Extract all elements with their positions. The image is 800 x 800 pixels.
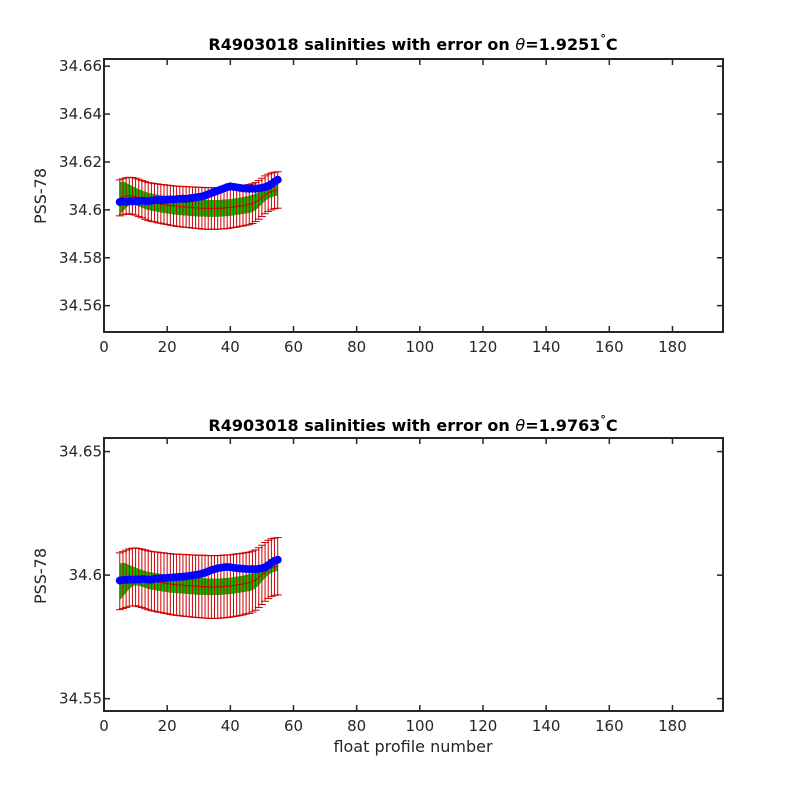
chart-bottom-x-tick-label: 40 bbox=[221, 717, 240, 735]
chart-bottom-title-prefix: R4903018 salinities with error on bbox=[208, 416, 515, 435]
chart-bottom-title-unit: C bbox=[606, 416, 618, 435]
chart-top-plot-area: 0 20 40 60 80 100 120 140 160 180 34.56 34.58 34.6 34… bbox=[59, 57, 724, 356]
chart-top-x-tick-label: 160 bbox=[595, 338, 624, 356]
chart-bottom-y-tick-label: 34.6 bbox=[69, 566, 102, 584]
chart-top-x-tick-label: 40 bbox=[221, 338, 240, 356]
chart-top-y-tick-label: 34.62 bbox=[59, 153, 102, 171]
chart-top-x-tick-label: 120 bbox=[469, 338, 498, 356]
chart-top-mapped-point bbox=[273, 175, 282, 184]
chart-bottom-x-tick-label: 100 bbox=[405, 717, 434, 735]
chart-top-x-tick-label: 80 bbox=[347, 338, 366, 356]
chart-bottom-title-theta: θ bbox=[515, 416, 525, 435]
chart-bottom-x-tick-label: 0 bbox=[99, 717, 109, 735]
chart-top-x-tick-label: 60 bbox=[284, 338, 303, 356]
chart-top: R4903018 salinities with error on θ=1.92… bbox=[31, 32, 724, 356]
chart-bottom-x-tick-label: 180 bbox=[658, 717, 687, 735]
chart-top-y-tick-label: 34.66 bbox=[59, 57, 102, 75]
chart-bottom-x-tick-label: 160 bbox=[595, 717, 624, 735]
chart-bottom-xlabel: float profile number bbox=[333, 737, 493, 756]
chart-top-x-tick-label: 0 bbox=[99, 338, 109, 356]
chart-top-x-tick-label: 100 bbox=[405, 338, 434, 356]
chart-bottom-x-tick-label: 20 bbox=[158, 717, 177, 735]
chart-bottom-x-tick-label: 80 bbox=[347, 717, 366, 735]
chart-bottom-plot-area: 0 20 40 60 80 100 120 140 160 180 34.55 34.6 34.65 bbox=[59, 437, 724, 735]
chart-top-x-tick-label: 140 bbox=[532, 338, 561, 356]
chart-bottom-x-tick-label: 140 bbox=[532, 717, 561, 735]
chart-bottom-y-tick-label: 34.65 bbox=[59, 443, 102, 461]
chart-top-title-theta: θ bbox=[515, 35, 525, 54]
chart-top-title-prefix: R4903018 salinities with error on bbox=[208, 35, 515, 54]
chart-bottom-y-tick-label: 34.55 bbox=[59, 690, 102, 708]
chart-bottom-x-tick-label: 120 bbox=[469, 717, 498, 735]
chart-top-title-unit: C bbox=[606, 35, 618, 54]
chart-top-axes-frame bbox=[103, 58, 724, 333]
chart-top-y-tick-label: 34.64 bbox=[59, 105, 102, 123]
chart-bottom: R4903018 salinities with error on θ=1.97… bbox=[31, 413, 724, 756]
chart-bottom-mapped-point bbox=[273, 555, 282, 564]
chart-bottom-title-degree: ° bbox=[600, 413, 606, 426]
chart-top-ylabel: PSS-78 bbox=[31, 168, 50, 224]
chart-bottom-title-value: =1.9763 bbox=[525, 416, 600, 435]
chart-top-y-tick-label: 34.6 bbox=[69, 201, 102, 219]
chart-top-y-tick-label: 34.56 bbox=[59, 297, 102, 315]
chart-bottom-ylabel: PSS-78 bbox=[31, 548, 50, 604]
chart-top-title: R4903018 salinities with error on θ=1.92… bbox=[208, 32, 617, 54]
chart-top-title-degree: ° bbox=[600, 32, 606, 45]
chart-bottom-x-tick-label: 60 bbox=[284, 717, 303, 735]
chart-top-x-tick-label: 180 bbox=[658, 338, 687, 356]
chart-top-y-tick-label: 34.58 bbox=[59, 249, 102, 267]
chart-top-x-tick-label: 20 bbox=[158, 338, 177, 356]
chart-bottom-title: R4903018 salinities with error on θ=1.97… bbox=[208, 413, 617, 435]
chart-top-title-value: =1.9251 bbox=[525, 35, 600, 54]
